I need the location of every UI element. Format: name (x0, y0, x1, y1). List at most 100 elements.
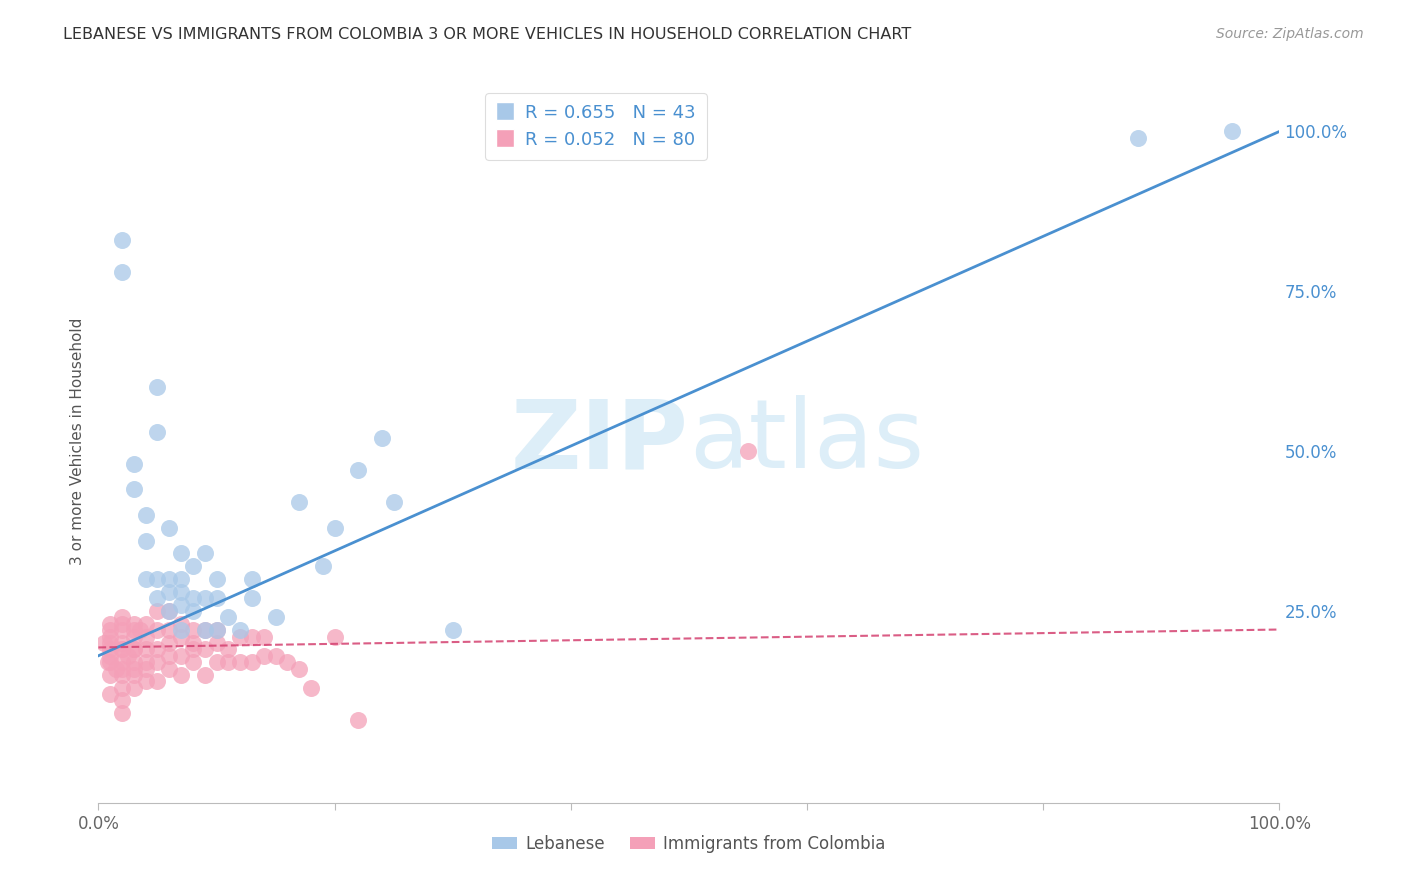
Point (229, 630, 252, 644)
Point (146, 425, 169, 439)
Point (157, 661, 180, 675)
Legend: Lebanese, Immigrants from Colombia: Lebanese, Immigrants from Colombia (485, 828, 893, 860)
Point (97, 655, 120, 669)
Point (122, 668, 145, 682)
Point (146, 572, 169, 586)
Point (135, 508, 157, 522)
Point (205, 623, 228, 637)
Point (98, 668, 121, 682)
Point (181, 559, 204, 574)
Text: LEBANESE VS IMMIGRANTS FROM COLOMBIA 3 OR MORE VEHICLES IN HOUSEHOLD CORRELATION: LEBANESE VS IMMIGRANTS FROM COLOMBIA 3 O… (63, 27, 911, 42)
Point (194, 642, 217, 657)
Point (288, 495, 311, 509)
Text: atlas: atlas (689, 395, 924, 488)
Point (122, 457, 145, 471)
Point (135, 630, 157, 644)
Point (157, 604, 180, 618)
Point (111, 265, 134, 279)
Point (240, 591, 263, 606)
Point (181, 642, 204, 657)
Point (312, 559, 335, 574)
Text: Source: ZipAtlas.com: Source: ZipAtlas.com (1216, 27, 1364, 41)
Point (98, 623, 121, 637)
Point (122, 642, 145, 657)
Point (737, 444, 759, 458)
Point (122, 630, 145, 644)
Point (146, 623, 169, 637)
Point (98, 648, 121, 663)
Point (146, 380, 169, 394)
Point (146, 642, 169, 657)
Point (122, 655, 145, 669)
Point (1220, 124, 1243, 138)
Point (157, 623, 180, 637)
Point (276, 655, 298, 669)
Point (98, 642, 121, 657)
Point (111, 655, 134, 669)
Point (382, 495, 405, 509)
Point (205, 636, 228, 650)
Point (111, 681, 134, 695)
Point (194, 591, 217, 606)
Point (170, 598, 193, 612)
Point (111, 668, 134, 682)
Point (205, 591, 228, 606)
Point (111, 661, 134, 675)
Point (181, 591, 204, 606)
Point (240, 655, 263, 669)
Point (253, 648, 276, 663)
Point (323, 521, 346, 535)
Point (135, 661, 157, 675)
Point (347, 463, 370, 477)
Point (253, 630, 276, 644)
Point (146, 674, 169, 689)
Point (111, 623, 134, 637)
Point (299, 681, 322, 695)
Text: ZIP: ZIP (510, 395, 689, 488)
Point (135, 674, 157, 689)
Point (347, 713, 370, 727)
Point (170, 572, 193, 586)
Point (1126, 131, 1149, 145)
Point (240, 572, 263, 586)
Point (98, 687, 121, 701)
Point (128, 623, 150, 637)
Point (170, 584, 193, 599)
Point (98, 655, 121, 669)
Point (98, 630, 121, 644)
Point (146, 604, 169, 618)
Point (98, 616, 121, 631)
Point (217, 642, 239, 657)
Point (117, 648, 139, 663)
Point (157, 521, 180, 535)
Point (205, 655, 228, 669)
Point (98, 636, 121, 650)
Point (217, 655, 239, 669)
Point (135, 533, 157, 548)
Point (371, 431, 394, 445)
Point (146, 655, 169, 669)
Point (181, 604, 204, 618)
Point (135, 616, 157, 631)
Point (194, 623, 217, 637)
Point (122, 642, 145, 657)
Point (181, 655, 204, 669)
Point (170, 616, 193, 631)
Point (240, 630, 263, 644)
Point (122, 483, 145, 497)
Point (170, 630, 193, 644)
Point (157, 604, 180, 618)
Point (205, 572, 228, 586)
Point (205, 623, 228, 637)
Point (111, 616, 134, 631)
Point (217, 610, 239, 624)
Point (135, 642, 157, 657)
Point (194, 546, 217, 560)
Point (135, 655, 157, 669)
Point (288, 661, 311, 675)
Point (122, 661, 145, 675)
Point (146, 591, 169, 606)
Point (157, 648, 180, 663)
Point (323, 630, 346, 644)
Point (170, 546, 193, 560)
